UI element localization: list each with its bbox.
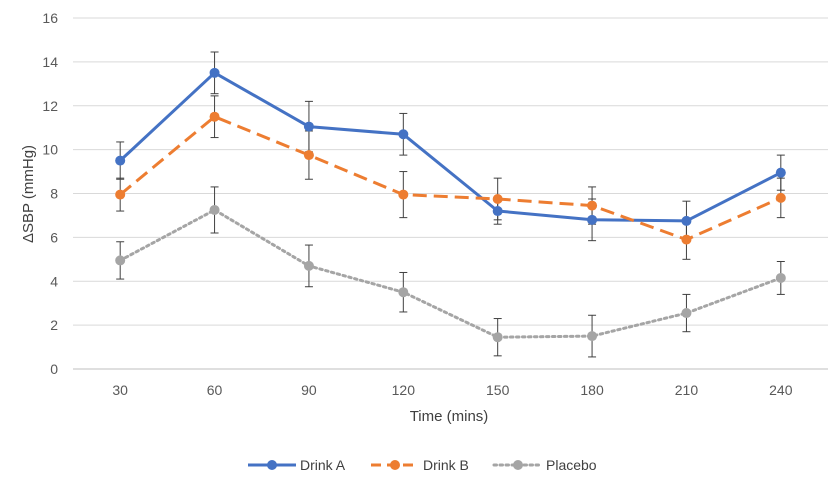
y-tick-label: 10 [42,142,58,158]
data-point [587,331,598,342]
data-point [115,155,126,166]
legend: Drink A Drink B Placebo [248,457,597,473]
data-point [492,193,503,204]
data-point [587,200,598,211]
x-tick-label: 90 [301,382,317,398]
y-tick-label: 8 [50,186,58,202]
data-point [681,215,692,226]
data-point [303,121,314,132]
y-axis-title: ΔSBP (mmHg) [20,145,37,243]
x-tick-label: 210 [675,382,699,398]
data-point [209,204,220,215]
data-point [209,111,220,122]
data-point [587,214,598,225]
x-axis-title: Time (mins) [410,408,489,425]
legend-marker [267,460,277,470]
x-tick-label: 180 [580,382,604,398]
x-tick-label: 150 [486,382,510,398]
data-point [303,150,314,161]
series-markers [115,67,786,343]
legend-label: Drink A [300,457,346,473]
data-point [115,189,126,200]
y-tick-label: 6 [50,229,58,245]
gridlines [73,17,828,370]
series-line-drink-a [119,71,782,223]
data-point [398,287,409,298]
data-point [681,308,692,319]
x-tick-label: 60 [207,382,223,398]
data-point [492,332,503,343]
series-line-placebo [118,208,783,339]
data-point [775,192,786,203]
x-tick-label: 30 [112,382,128,398]
x-tick-label: 240 [769,382,793,398]
y-tick-label: 2 [50,317,58,333]
x-axis-ticks: 30 60 90 120 150 180 210 240 [112,382,792,398]
data-point [303,260,314,271]
y-tick-label: 14 [42,54,58,70]
y-tick-label: 12 [42,98,58,114]
y-tick-label: 0 [50,361,58,377]
series-line-drink-b [119,115,782,242]
data-point [681,234,692,245]
data-point [492,206,503,217]
legend-marker [390,460,400,470]
data-point [115,255,126,266]
data-point [398,129,409,140]
data-point [775,272,786,283]
y-axis-ticks: 0 2 4 6 8 10 12 14 16 [42,10,58,377]
legend-marker [513,460,523,470]
data-point [398,189,409,200]
series-lines [118,71,783,339]
y-tick-label: 16 [42,10,58,26]
legend-label: Placebo [546,457,597,473]
x-tick-label: 120 [392,382,416,398]
legend-label: Drink B [423,457,469,473]
data-point [209,67,220,78]
y-tick-label: 4 [50,273,58,289]
data-point [775,167,786,178]
